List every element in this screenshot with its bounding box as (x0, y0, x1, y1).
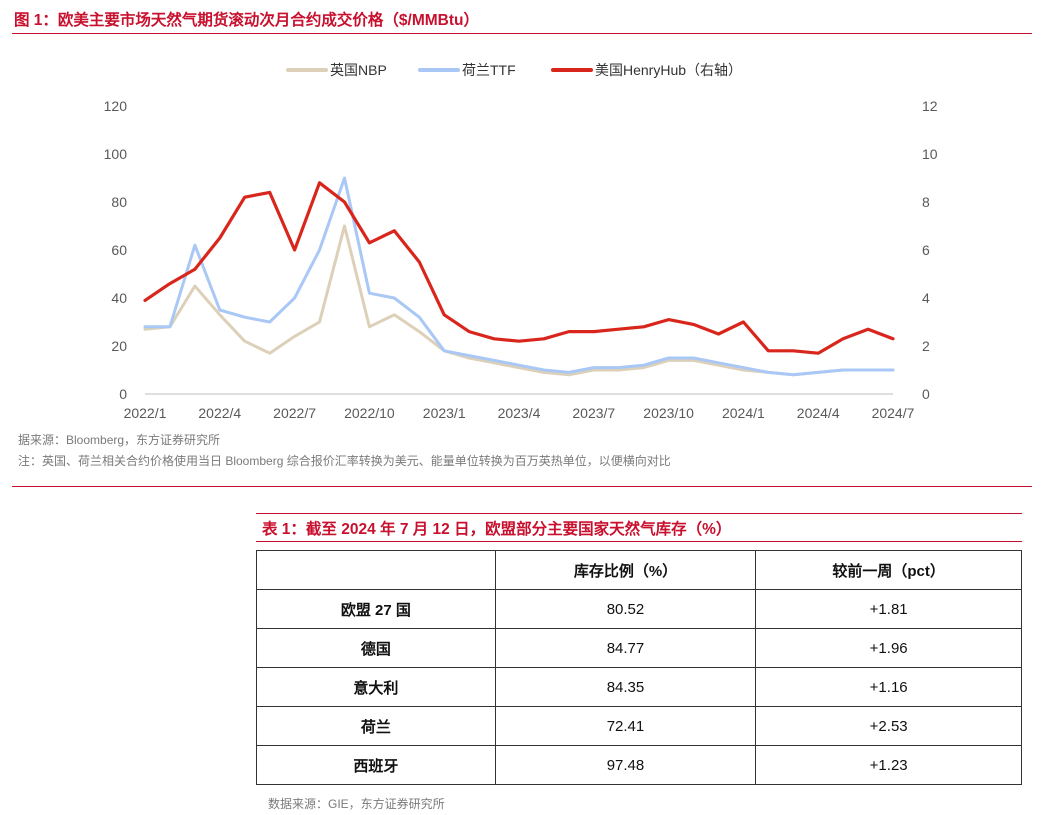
left-y-axis: 0 20 40 60 80 100 120 (104, 98, 128, 402)
table-row: 德国 84.77 +1.96 (256, 628, 1022, 668)
figure-title-rule (12, 33, 1032, 34)
table-row: 欧盟 27 国 80.52 +1.81 (256, 589, 1022, 629)
row-change: +1.81 (755, 589, 1022, 629)
row-change: +1.23 (755, 745, 1022, 785)
header-ratio: 库存比例（%） (494, 550, 757, 590)
series-line-2 (143, 181, 895, 355)
figure-note: 注：英国、荷兰相关合约价格使用当日 Bloomberg 综合报价汇率转换为美元、… (18, 454, 671, 468)
row-ratio: 97.48 (494, 745, 757, 785)
table-title-rule-top (256, 513, 1022, 514)
figure-bottom-rule (12, 486, 1032, 487)
x-tick-label: 2024/7 (872, 405, 915, 421)
row-change: +1.96 (755, 628, 1022, 668)
series-line-0 (143, 224, 895, 377)
left-y-tick-label: 120 (104, 98, 128, 114)
legend-label: 英国NBP (330, 62, 387, 78)
x-tick-label: 2022/7 (273, 405, 316, 421)
x-tick-label: 2024/1 (722, 405, 765, 421)
right-y-axis: 0 2 4 6 8 10 12 (922, 98, 938, 402)
legend-label: 美国HenryHub（右轴） (595, 62, 742, 78)
table-title-rule-bottom (256, 541, 1022, 542)
chart-legend: 英国NBP 荷兰TTF 美国HenryHub（右轴） (286, 62, 742, 78)
series-line-1 (143, 176, 895, 377)
left-y-tick-label: 40 (111, 290, 127, 306)
x-tick-label: 2023/10 (643, 405, 694, 421)
table-row: 荷兰 72.41 +2.53 (256, 706, 1022, 746)
row-name: 欧盟 27 国 (256, 589, 496, 629)
price-chart: 英国NBP 荷兰TTF 美国HenryHub（右轴） 020406080100120… (104, 62, 938, 421)
right-y-tick-label: 2 (922, 338, 930, 354)
figure-source: 据来源：Bloomberg，东方证券研究所 (18, 433, 221, 447)
row-ratio: 84.35 (494, 667, 757, 707)
x-tick-label: 2023/1 (423, 405, 466, 421)
row-change: +2.53 (755, 706, 1022, 746)
row-ratio: 84.77 (494, 628, 757, 668)
x-tick-label: 2022/4 (198, 405, 241, 421)
x-tick-label: 2024/4 (797, 405, 840, 421)
x-tick-label: 2023/4 (498, 405, 541, 421)
table-row: 西班牙 97.48 +1.23 (256, 745, 1022, 785)
header-change: 较前一周（pct） (755, 550, 1022, 590)
row-name: 意大利 (256, 667, 496, 707)
row-change: +1.16 (755, 667, 1022, 707)
row-name: 荷兰 (256, 706, 496, 746)
left-y-tick-label: 60 (111, 242, 127, 258)
right-y-tick-label: 0 (922, 386, 930, 402)
row-name: 德国 (256, 628, 496, 668)
left-y-tick-label: 80 (111, 194, 127, 210)
table-row: 意大利 84.35 +1.16 (256, 667, 1022, 707)
right-y-tick-label: 4 (922, 290, 930, 306)
header-blank (256, 550, 496, 590)
left-y-tick-label: 100 (104, 146, 128, 162)
figure-title: 图 1：欧美主要市场天然气期货滚动次月合约成交价格（$/MMBtu） (14, 12, 480, 29)
right-y-tick-label: 6 (922, 242, 930, 258)
row-name: 西班牙 (256, 745, 496, 785)
row-ratio: 80.52 (494, 589, 757, 629)
left-y-tick-label: 0 (119, 386, 127, 402)
left-y-tick-label: 20 (111, 338, 127, 354)
x-tick-label: 2023/7 (572, 405, 615, 421)
right-y-tick-label: 8 (922, 194, 930, 210)
table-header-row: 库存比例（%） 较前一周（pct） (256, 550, 1022, 590)
right-y-tick-label: 10 (922, 146, 938, 162)
table-source: 数据来源：GIE，东方证券研究所 (268, 797, 445, 811)
x-axis-ticks: 2022/1 2022/4 2022/7 2022/10 2023/1 2023/4 202… (124, 405, 915, 421)
storage-table: 库存比例（%） 较前一周（pct） 欧盟 27 国 80.52 +1.81 德国… (256, 550, 1022, 785)
right-y-tick-label: 12 (922, 98, 938, 114)
table-title: 表 1：截至 2024 年 7 月 12 日，欧盟部分主要国家天然气库存（%） (262, 521, 732, 538)
row-ratio: 72.41 (494, 706, 757, 746)
chart-series (143, 176, 895, 377)
x-tick-label: 2022/1 (124, 405, 167, 421)
x-tick-label: 2022/10 (344, 405, 395, 421)
legend-label: 荷兰TTF (462, 62, 516, 78)
